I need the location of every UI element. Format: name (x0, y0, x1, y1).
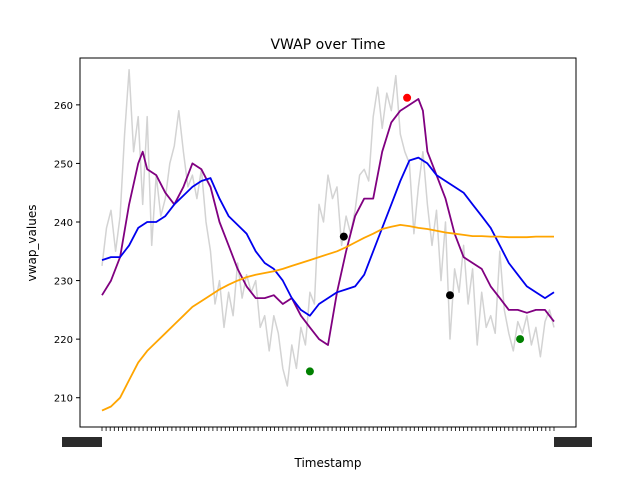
y-tick-label: 260 (54, 101, 73, 112)
series-line-3 (101, 156, 555, 317)
y-tick-label: 220 (54, 335, 73, 346)
series-line-4 (101, 224, 554, 412)
signal-marker-5 (516, 335, 525, 344)
x-tick-labels-overlap-left (62, 437, 102, 447)
signal-marker-4 (305, 367, 314, 376)
series-line-1 (101, 68, 555, 387)
y-tick-label: 230 (54, 277, 73, 288)
signal-marker-2 (339, 232, 348, 241)
signal-marker-1 (403, 93, 412, 102)
y-tick-label: 210 (54, 394, 73, 405)
plot-layer (101, 68, 555, 412)
y-axis-label: vwap_values (25, 205, 39, 282)
signal-marker-3 (446, 291, 454, 300)
y-tick-label: 240 (54, 218, 73, 229)
x-axis (62, 427, 592, 447)
series-line-2 (101, 98, 555, 346)
chart-title: VWAP over Time (270, 37, 385, 53)
x-tick-labels-overlap-right (554, 437, 592, 447)
y-axis: 210 220 230 240 250 260 (54, 101, 80, 405)
x-axis-label: Timestamp (294, 456, 362, 470)
y-tick-label: 250 (54, 159, 73, 170)
